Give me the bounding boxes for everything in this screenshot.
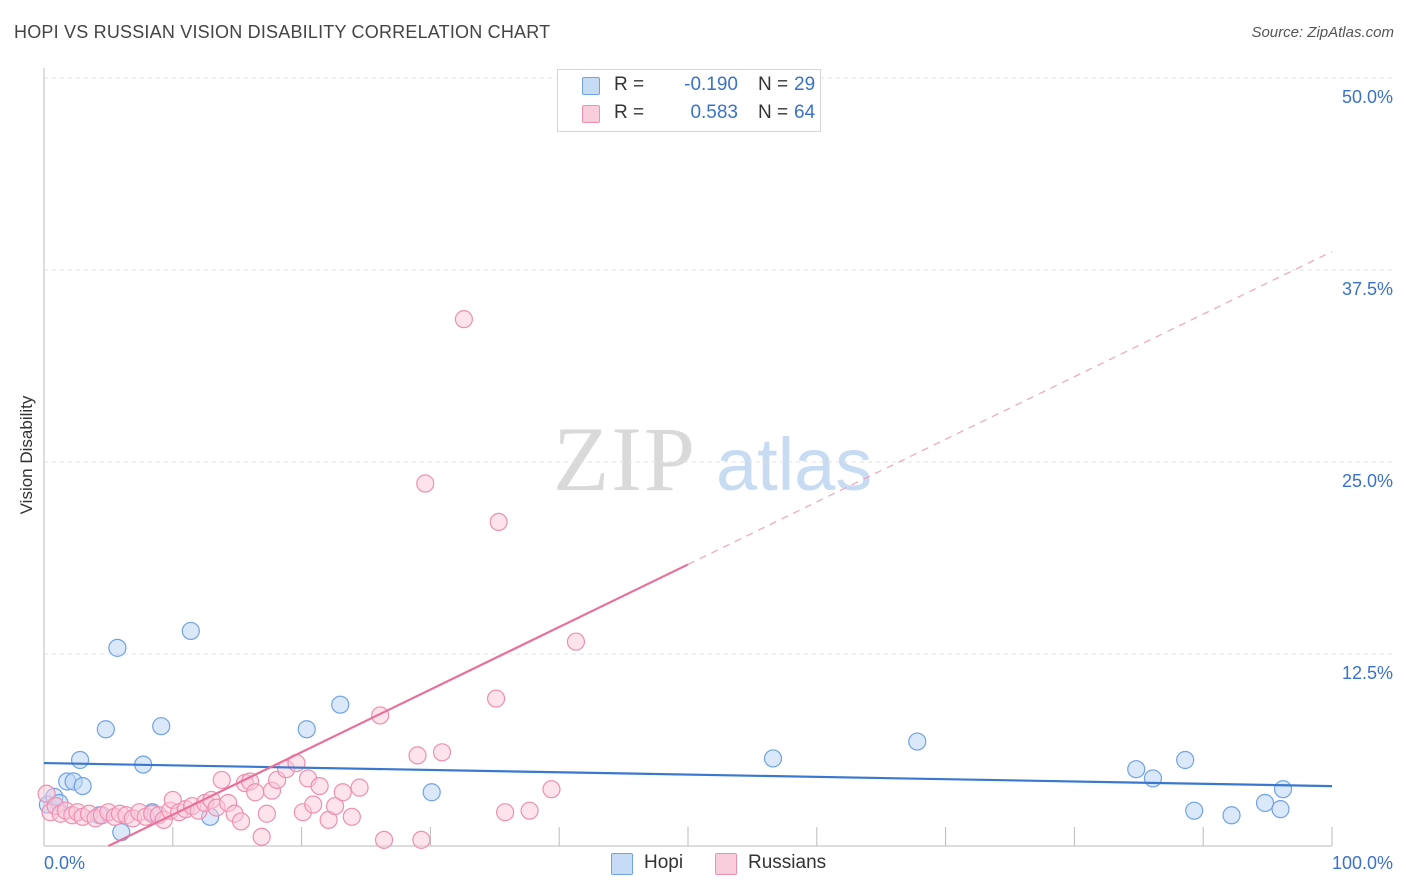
russians-point [412,830,431,849]
legend-swatch-hopi [582,77,600,95]
legend-n-label: N = [758,74,789,95]
russians-point [496,803,515,822]
hopi-point [1255,793,1275,813]
legend-n-value: 64 [794,102,816,123]
chart-title: HOPI VS RUSSIAN VISION DISABILITY CORREL… [14,22,551,42]
hopi-point [112,823,131,842]
hopi-point [70,750,90,770]
russians-point [257,804,276,823]
hopi-point [1185,801,1204,820]
russians-point [371,706,390,725]
hopi-point [96,720,115,739]
y-tick-label: 12.5% [1342,663,1393,683]
russians-point [416,474,435,493]
legend: R = -0.190 N = 29 R = 0.583 N = 64 [557,69,821,132]
russians-point [350,778,369,797]
russians-point [408,746,427,765]
russians-point [486,689,506,708]
russians-point [325,796,345,816]
russians-point [432,743,452,762]
x-tick-label-min: 0.0% [44,853,85,873]
russians-point [333,783,352,802]
trend-lines [43,251,1333,847]
russians-point [489,512,508,532]
legend-r-value: 0.583 [690,102,738,123]
watermark: ZIP atlas [553,408,872,510]
russians-point [304,795,323,814]
russians-point [246,783,265,802]
x-tick-labels: 0.0% 100.0% [44,853,1393,873]
legend-r-value: -0.190 [684,74,738,95]
x-tick-label-max: 100.0% [1332,853,1393,873]
hopi-point [1222,806,1241,825]
hopi-point [1271,800,1290,819]
bottom-legend-label-russians: Russians [748,852,827,873]
watermark-zip: ZIP [553,408,697,510]
bottom-legend-label-hopi: Hopi [644,852,684,873]
hopi-point [1176,750,1195,770]
hopi-point [297,720,316,739]
hopi-point [181,621,200,641]
y-tick-label: 25.0% [1342,471,1393,491]
russians-point [252,827,271,846]
hopi-point [1127,760,1146,779]
hopi-point [1143,769,1163,788]
legend-n-value: 29 [794,74,816,95]
hopi-point [108,638,127,657]
russians-point [231,812,251,831]
bottom-legend-swatch-russians [715,853,737,875]
series-points [37,310,1293,849]
bottom-legend-swatch-hopi [611,853,633,875]
russians-point [374,830,394,849]
russians-point [520,801,539,820]
russians-point [342,807,361,826]
hopi-point [331,695,350,714]
russians-point [542,780,561,799]
hopi-point [908,732,927,751]
russians-point [310,776,329,796]
russians-point [566,632,586,651]
russians-trend-line [107,563,689,847]
y-tick-labels: 12.5% 25.0% 37.5% 50.0% [1342,87,1393,683]
series-russians [37,310,586,849]
hopi-point [763,749,783,768]
watermark-atlas: atlas [716,423,872,506]
hopi-point [152,717,171,736]
legend-r-label: R = [614,74,645,95]
russians-point [454,310,473,329]
russians-point [37,784,56,803]
y-tick-label: 37.5% [1342,279,1393,299]
grid-lines [44,77,1392,655]
y-tick-label: 50.0% [1342,87,1393,107]
russians-point [212,770,231,790]
legend-r-label: R = [614,102,645,123]
hopi-point [1273,780,1293,799]
hopi-point [422,783,441,802]
hopi-point [73,776,92,796]
source-credit: Source: ZipAtlas.com [1251,24,1394,41]
hopi-trend-line [43,761,1333,788]
legend-swatch-russians [582,105,600,123]
russians-trend-extension [687,251,1333,565]
legend-n-label: N = [758,102,789,123]
x-ticks [172,827,1333,846]
